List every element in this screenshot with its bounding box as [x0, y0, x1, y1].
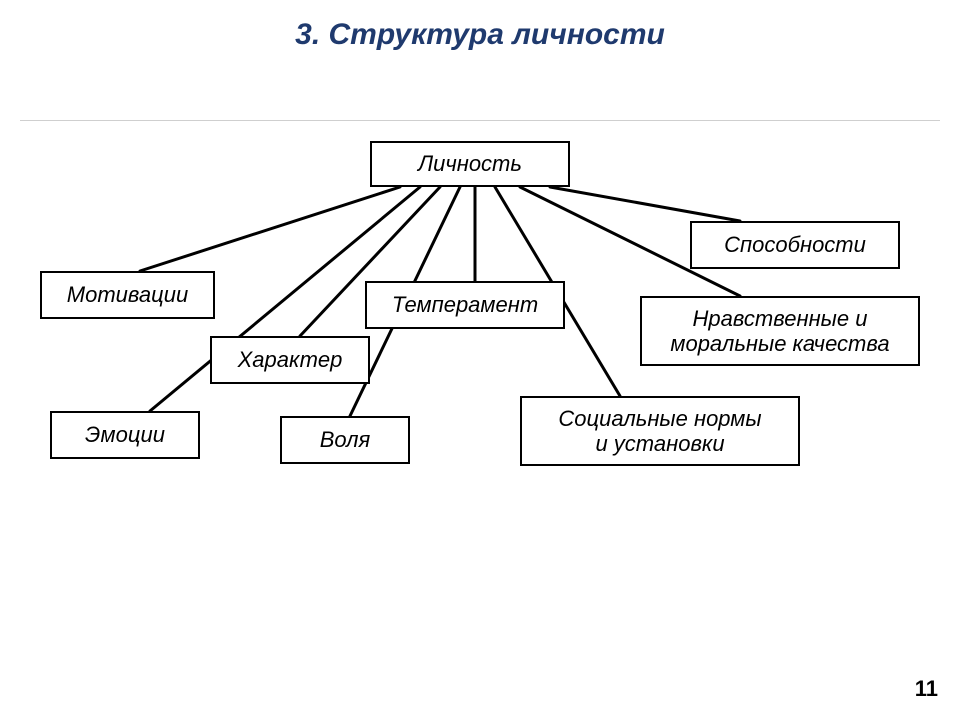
child-node-spos: Способности: [690, 221, 900, 269]
child-node-emo: Эмоции: [50, 411, 200, 459]
child-node-moral: Нравственные иморальные качества: [640, 296, 920, 366]
diagram-edge: [140, 187, 400, 271]
root-node-root: Личность: [370, 141, 570, 187]
page-number: 11: [915, 676, 938, 702]
child-node-soc: Социальные нормыи установки: [520, 396, 800, 466]
child-node-temp: Темперамент: [365, 281, 565, 329]
child-node-char: Характер: [210, 336, 370, 384]
slide-title: 3. Структура личности: [0, 18, 960, 52]
personality-diagram: Личность Мотивации ЭмоцииХарактер Воля Темпе…: [20, 120, 940, 571]
child-node-motiv: Мотивации: [40, 271, 215, 319]
child-node-volya: Воля: [280, 416, 410, 464]
slide: 3. Структура личности 11 Личность Мотивац…: [0, 0, 960, 720]
